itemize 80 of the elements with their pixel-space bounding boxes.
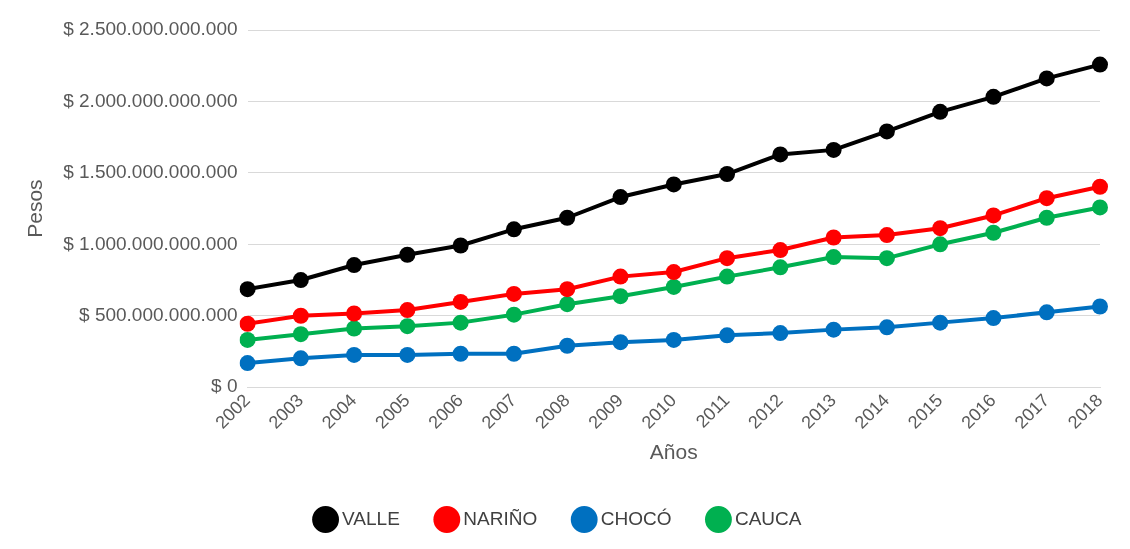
legend-label: VALLE — [342, 507, 400, 529]
point — [719, 166, 736, 183]
point — [399, 302, 416, 319]
point — [985, 88, 1002, 105]
point — [932, 220, 949, 237]
point — [932, 103, 949, 120]
point — [292, 272, 309, 289]
y-tick-label: $ 0 — [211, 375, 238, 397]
point — [346, 346, 363, 363]
point — [719, 327, 736, 344]
legend-label: NARIÑO — [463, 507, 538, 529]
point — [1092, 56, 1108, 73]
y-axis-title: Pesos — [23, 179, 47, 238]
point — [825, 321, 842, 338]
point — [612, 268, 629, 285]
y-tick-label: $ 2.000.000.000.000 — [63, 89, 238, 111]
point — [239, 315, 256, 332]
point — [932, 236, 949, 253]
point — [719, 250, 736, 267]
x-axis-title: Años — [649, 440, 698, 464]
point — [878, 123, 895, 140]
point — [505, 345, 522, 362]
point — [1038, 304, 1055, 321]
point — [719, 268, 736, 285]
point — [346, 305, 363, 322]
point — [985, 207, 1002, 224]
point — [452, 293, 469, 310]
point — [559, 281, 576, 298]
point — [878, 319, 895, 336]
point — [239, 331, 256, 348]
point — [932, 314, 949, 331]
point — [985, 224, 1002, 241]
point — [239, 355, 256, 372]
point — [825, 249, 842, 266]
point — [346, 320, 363, 337]
point — [612, 288, 629, 305]
point — [878, 250, 895, 267]
point — [612, 334, 629, 351]
point — [1038, 70, 1055, 87]
point — [825, 229, 842, 246]
point — [292, 350, 309, 367]
point — [505, 306, 522, 323]
y-tick-label: $ 500.000.000.000 — [79, 304, 238, 325]
point — [452, 237, 469, 254]
point — [772, 259, 789, 276]
point — [772, 146, 789, 163]
point — [878, 227, 895, 244]
point — [665, 264, 682, 281]
point — [825, 141, 842, 158]
point — [665, 331, 682, 348]
y-tick-label: $ 2.500.000.000.000 — [63, 18, 238, 40]
legend-label: CHOCÓ — [600, 507, 672, 529]
point — [346, 257, 363, 274]
point — [665, 278, 682, 295]
point — [452, 345, 469, 362]
point — [1092, 199, 1108, 216]
point — [559, 337, 576, 354]
point — [505, 221, 522, 238]
point — [1092, 178, 1108, 195]
point — [1038, 209, 1055, 226]
point — [772, 325, 789, 342]
point — [612, 189, 629, 206]
y-tick-label: $ 1.000.000.000.000 — [63, 232, 238, 254]
point — [292, 326, 309, 343]
point — [239, 281, 256, 298]
y-tick-label: $ 1.500.000.000.000 — [63, 161, 238, 183]
point — [1092, 298, 1108, 315]
point — [399, 346, 416, 363]
point — [292, 307, 309, 324]
point — [1038, 190, 1055, 207]
point — [985, 310, 1002, 327]
point — [559, 296, 576, 313]
point — [399, 246, 416, 263]
point — [505, 285, 522, 302]
point — [452, 314, 469, 331]
point — [665, 176, 682, 193]
point — [772, 242, 789, 259]
legend-label: CAUCA — [734, 507, 802, 529]
point — [399, 318, 416, 335]
point — [559, 209, 576, 226]
